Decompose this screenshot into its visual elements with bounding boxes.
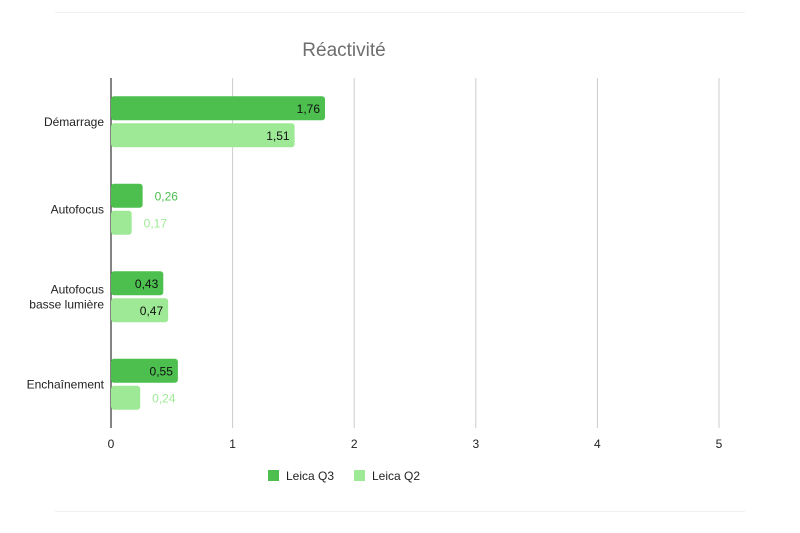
data-label: 0,55 [150, 364, 174, 378]
data-label: 0,17 [144, 216, 168, 230]
legend-swatch [268, 470, 279, 481]
category-label: Démarrage [44, 115, 104, 129]
category-label: Enchaînement [27, 377, 105, 391]
bottom-divider [55, 511, 745, 512]
bar [111, 298, 169, 323]
bar [111, 183, 143, 208]
x-tick-label: 5 [716, 437, 723, 451]
data-label: 0,43 [135, 277, 159, 291]
legend-label: Leica Q3 [286, 469, 334, 483]
bar [111, 385, 141, 410]
bar [111, 358, 178, 383]
data-label: 0,24 [152, 391, 176, 405]
category-label: Autofocus [51, 282, 104, 296]
x-tick-label: 3 [472, 437, 479, 451]
bar [111, 210, 132, 235]
legend-label: Leica Q2 [372, 469, 420, 483]
bar [111, 271, 164, 296]
x-tick-label: 0 [108, 437, 115, 451]
data-label: 0,47 [140, 304, 164, 318]
data-label: 0,26 [155, 189, 179, 203]
x-tick-label: 2 [351, 437, 358, 451]
top-divider [55, 12, 745, 13]
legend-swatch [354, 470, 365, 481]
data-label: 1,76 [297, 102, 321, 116]
bar [111, 96, 326, 121]
x-tick-label: 4 [594, 437, 601, 451]
chart-title: Réactivité [302, 40, 385, 61]
data-label: 1,51 [266, 129, 290, 143]
x-tick-label: 1 [229, 437, 236, 451]
category-label: Autofocus [51, 202, 104, 216]
category-label: basse lumière [29, 297, 104, 311]
bar [111, 123, 295, 148]
